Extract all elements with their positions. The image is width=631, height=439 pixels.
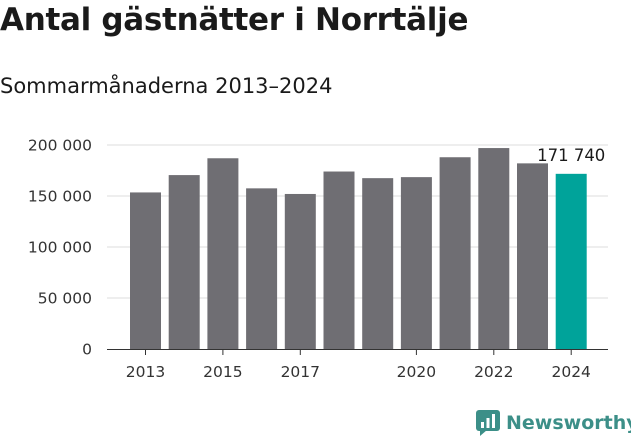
bar bbox=[517, 163, 548, 349]
y-axis-ticks: 0 50 000 100 000 150 000 200 000 bbox=[28, 137, 92, 359]
bar bbox=[362, 178, 394, 349]
y-tick-label: 200 000 bbox=[28, 137, 92, 155]
y-tick-label: 50 000 bbox=[38, 290, 92, 308]
bars bbox=[130, 148, 587, 349]
x-tick-label: 2017 bbox=[281, 363, 320, 381]
x-tick-label: 2013 bbox=[126, 363, 165, 381]
bar-chart-speech-bubble-icon bbox=[476, 410, 500, 436]
newsworthy-logo: Newsworthy bbox=[476, 408, 631, 438]
value-label: 171 740 bbox=[537, 146, 605, 165]
bar bbox=[207, 158, 239, 349]
bar-highlight bbox=[555, 173, 587, 349]
bar bbox=[323, 171, 355, 349]
bar bbox=[439, 157, 471, 349]
x-tick-label: 2024 bbox=[551, 363, 590, 381]
bar bbox=[400, 177, 432, 349]
chart-subtitle: Sommarmånaderna 2013–2024 bbox=[0, 74, 333, 98]
x-tick-label: 2022 bbox=[474, 363, 513, 381]
x-tick-label: 2015 bbox=[203, 363, 242, 381]
y-tick-label: 100 000 bbox=[28, 239, 92, 257]
chart-title: Antal gästnätter i Norrtälje bbox=[0, 2, 469, 38]
bar bbox=[284, 193, 316, 349]
brand-name: Newsworthy bbox=[506, 412, 631, 434]
bar bbox=[168, 175, 200, 349]
bar bbox=[246, 188, 278, 349]
x-axis-ticks: 2013 2015 2017 2020 2022 2024 bbox=[107, 349, 608, 381]
x-tick-label: 2020 bbox=[397, 363, 436, 381]
data-labels: 171 740 bbox=[537, 146, 605, 165]
bar bbox=[478, 148, 510, 349]
bar bbox=[130, 192, 161, 349]
y-tick-label: 0 bbox=[82, 341, 92, 359]
y-tick-label: 150 000 bbox=[28, 188, 92, 206]
